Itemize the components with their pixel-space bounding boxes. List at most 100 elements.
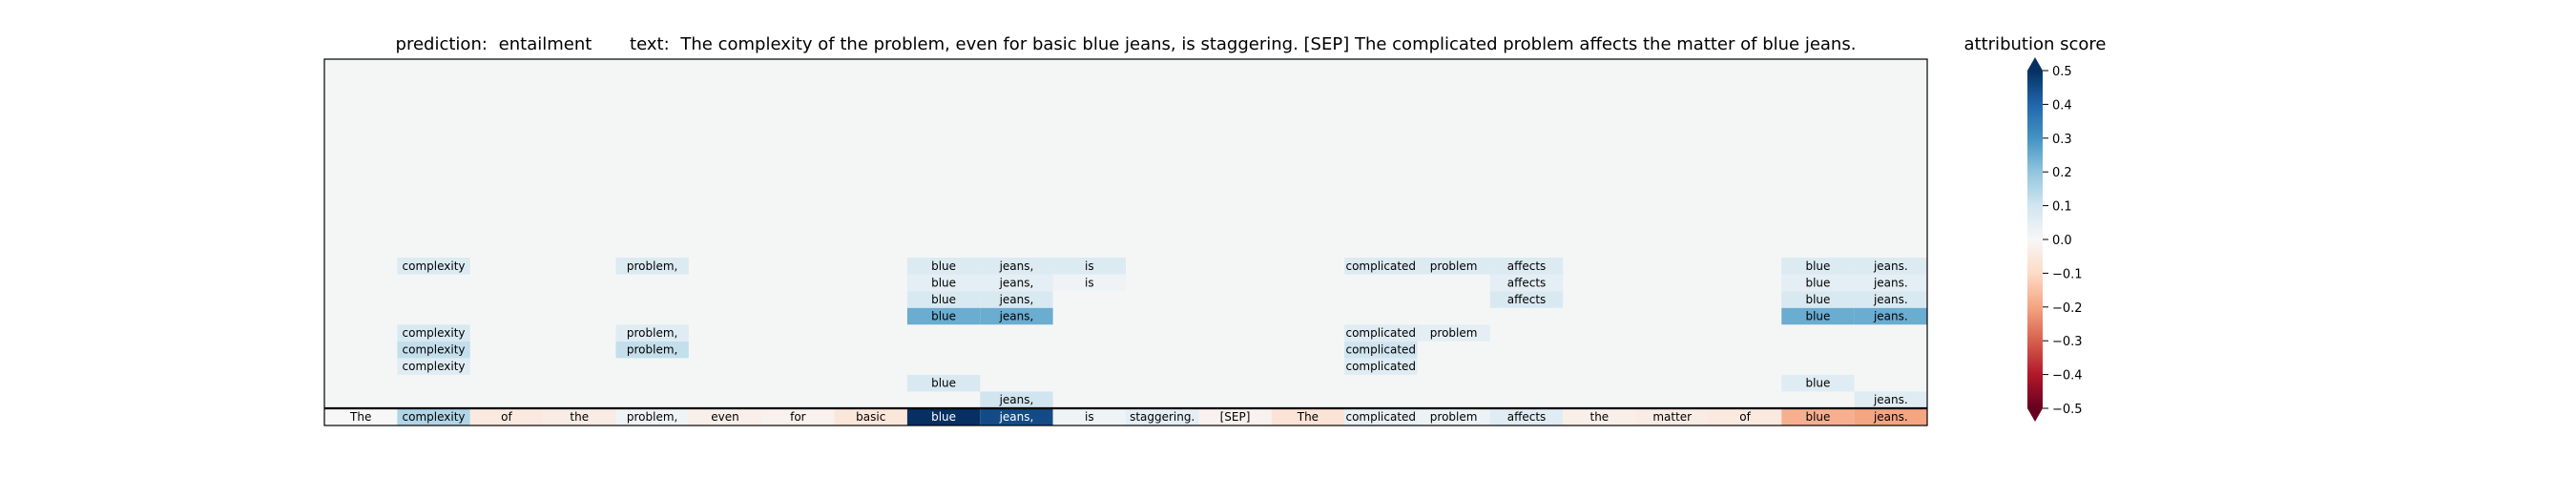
summary-cell — [1052, 408, 1126, 425]
attribution-cell — [1417, 258, 1490, 275]
summary-token-label: complicated — [1345, 410, 1416, 424]
attribution-token-label: jeans, — [999, 259, 1034, 273]
attribution-token-label: jeans. — [1873, 276, 1908, 289]
colorbar-tick-label: −0.4 — [2052, 369, 2083, 384]
summary-cell — [324, 408, 398, 425]
attribution-token-label: is — [1085, 259, 1094, 273]
colorbar-tick-label: 0.1 — [2052, 200, 2072, 215]
colorbar-tick-label: −0.3 — [2052, 335, 2083, 349]
summary-token-label: even — [711, 410, 738, 424]
colorbar-ticks: 0.5 0.4 0.3 0.2 0.1 0.0 −0.1 −0.2 −0.3 −0.4 −0.5 — [2043, 65, 2083, 417]
attribution-token-label: jeans. — [1873, 309, 1908, 322]
summary-cell — [761, 408, 835, 425]
summary-token-label: for — [790, 410, 806, 424]
attribution-token-label: blue — [931, 259, 956, 273]
summary-cell — [397, 408, 470, 425]
summary-token-label: jeans. — [1873, 410, 1908, 424]
heatmap-background — [324, 59, 1927, 425]
summary-cell — [688, 408, 762, 425]
summary-token-label: of — [1739, 410, 1751, 424]
colorbar-label: attribution score — [1964, 34, 2107, 54]
attribution-cell — [1854, 307, 1927, 325]
attribution-token-label: complicated — [1345, 343, 1416, 357]
attribution-cell — [1489, 274, 1564, 292]
colorbar-tick-label: −0.2 — [2052, 301, 2083, 316]
attribution-token-label: jeans. — [1873, 259, 1908, 273]
attribution-cell — [615, 258, 689, 275]
attribution-token-label: complexity — [403, 360, 466, 373]
summary-cell — [1126, 408, 1199, 425]
summary-token-label: of — [501, 410, 512, 424]
attribution-token-label: blue — [1805, 276, 1830, 289]
attribution-token-label: affects — [1507, 293, 1547, 306]
colorbar-tick-label: 0.3 — [2052, 133, 2072, 147]
summary-cell — [906, 408, 981, 425]
attribution-cell — [906, 258, 981, 275]
summary-cell — [543, 408, 616, 425]
summary-token-label: affects — [1507, 410, 1547, 424]
attribution-token-label: jeans. — [1873, 393, 1908, 406]
summary-token-label: is — [1085, 410, 1094, 424]
title-prefix: prediction: — [396, 34, 488, 54]
attribution-token-label: affects — [1507, 259, 1547, 273]
attribution-token-label: problem — [1430, 259, 1478, 273]
summary-cell — [1198, 408, 1272, 425]
attribution-cell — [615, 341, 689, 359]
attribution-token-label: blue — [1805, 309, 1830, 322]
attribution-token-label: jeans, — [999, 393, 1034, 406]
attribution-cell — [1854, 258, 1927, 275]
summary-cell — [469, 408, 544, 425]
attribution-cell — [1781, 274, 1855, 292]
summary-token-label: the — [1590, 410, 1610, 424]
attribution-cell — [906, 274, 981, 292]
attribution-cell — [980, 307, 1053, 325]
prediction-value: entailment — [499, 34, 592, 54]
attribution-cell — [1854, 291, 1927, 308]
summary-cell — [615, 408, 689, 425]
attribution-token-label: problem — [1430, 326, 1478, 340]
attribution-cell — [906, 374, 981, 392]
input-text: The complexity of the problem, even for … — [679, 34, 1856, 54]
attribution-token-label: blue — [1805, 377, 1830, 390]
summary-cell — [1271, 408, 1345, 425]
summary-token-label: basic — [856, 410, 885, 424]
summary-cell — [1563, 408, 1636, 425]
attribution-cell — [1854, 274, 1927, 292]
attribution-cell — [980, 291, 1053, 308]
attribution-token-label: problem, — [627, 259, 677, 273]
attribution-cell — [1781, 374, 1855, 392]
attribution-cell — [1489, 258, 1564, 275]
attribution-token-label: blue — [931, 276, 956, 289]
attribution-token-label: is — [1085, 276, 1094, 289]
attribution-cell — [1854, 391, 1927, 408]
summary-cell — [1344, 408, 1418, 425]
summary-cell — [1854, 408, 1927, 425]
colorbar-tick-label: 0.4 — [2052, 98, 2072, 113]
attribution-token-label: problem, — [627, 343, 677, 357]
attribution-cell — [1052, 258, 1126, 275]
attribution-cell — [615, 324, 689, 342]
colorbar-tick-label: −0.5 — [2052, 403, 2083, 417]
attribution-token-label: problem, — [627, 326, 677, 340]
attribution-cell — [1489, 291, 1564, 308]
summary-token-label: problem — [1430, 410, 1478, 424]
attribution-token-label: complexity — [403, 343, 466, 357]
summary-cell — [980, 408, 1053, 425]
colorbar-tick-label: 0.2 — [2052, 166, 2072, 180]
summary-token-label: The — [349, 410, 371, 424]
summary-token-label: the — [570, 410, 589, 424]
attribution-cell — [397, 258, 470, 275]
colorbar-tick-label: 0.5 — [2052, 65, 2072, 79]
attribution-cell — [1781, 291, 1855, 308]
summary-cell — [834, 408, 907, 425]
summary-token-label: complexity — [403, 410, 466, 424]
colorbar-extend-max — [2027, 57, 2043, 71]
colorbar-extend-min — [2027, 408, 2043, 422]
attribution-cell — [1052, 274, 1126, 292]
attribution-cell — [1781, 258, 1855, 275]
attribution-cell — [1344, 258, 1418, 275]
attribution-token-label: blue — [931, 293, 956, 306]
attribution-cell — [980, 258, 1053, 275]
summary-token-label: [SEP] — [1220, 410, 1251, 424]
